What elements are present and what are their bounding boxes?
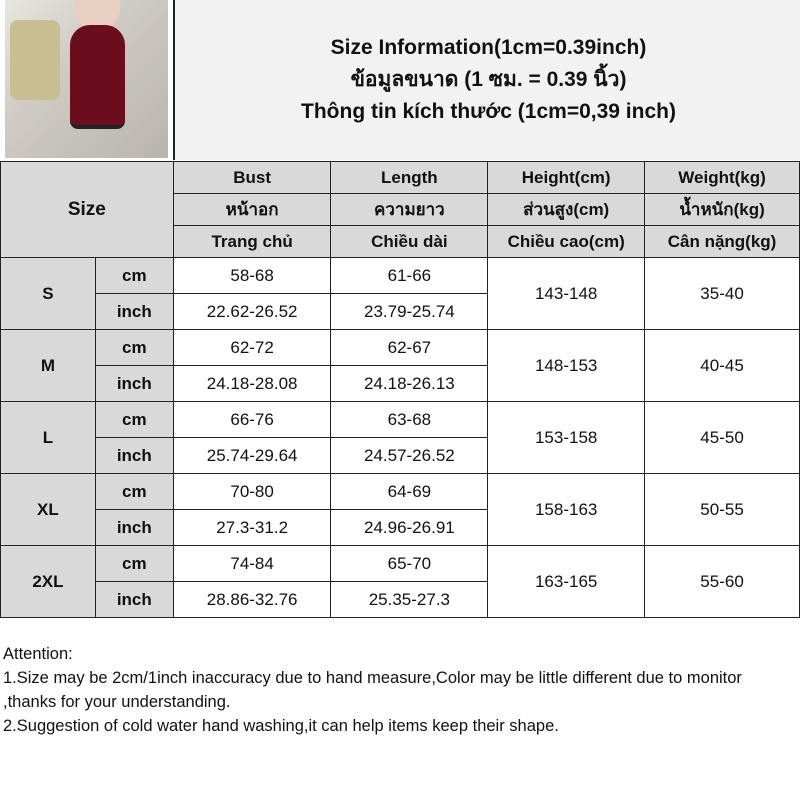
- header-vi-0: Trang chủ: [172, 225, 332, 258]
- unit-cm: cm: [94, 401, 174, 438]
- title-box: Size Information(1cm=0.39inch) ข้อมูลขนา…: [173, 0, 800, 160]
- bust-inch: 27.3-31.2: [172, 509, 332, 546]
- header-vi-1: Chiều dài: [330, 225, 489, 258]
- product-photo: [5, 0, 168, 158]
- length-inch: 24.18-26.13: [330, 365, 489, 402]
- bust-cm: 74-84: [172, 545, 332, 582]
- unit-cm: cm: [94, 257, 174, 294]
- size-label: L: [0, 401, 96, 474]
- weight: 35-40: [644, 257, 800, 330]
- table-row: inch 28.86-32.76 25.35-27.3: [1, 581, 800, 618]
- bust-cm: 66-76: [172, 401, 332, 438]
- weight: 55-60: [644, 545, 800, 618]
- length-cm: 65-70: [330, 545, 489, 582]
- height: 148-153: [487, 329, 646, 402]
- size-label: XL: [0, 473, 96, 546]
- bust-cm: 58-68: [172, 257, 332, 294]
- table-row: inch 24.18-28.08 24.18-26.13: [1, 365, 800, 402]
- length-cm: 62-67: [330, 329, 489, 366]
- header-en-1: Length: [330, 161, 489, 194]
- height: 163-165: [487, 545, 646, 618]
- notes-heading: Attention:: [3, 645, 73, 663]
- table-row: XL cm 70-80 64-69 158-163 50-55: [0, 473, 800, 546]
- bust-cm: 62-72: [172, 329, 332, 366]
- length-inch: 24.57-26.52: [330, 437, 489, 474]
- length-cm: 64-69: [330, 473, 489, 510]
- header-th-3: น้ำหนัก(kg): [644, 193, 800, 226]
- header-en-3: Weight(kg): [644, 161, 800, 194]
- unit-inch: inch: [94, 581, 174, 618]
- title-vi: Thông tin kích thước (1cm=0,39 inch): [301, 100, 676, 123]
- bust-inch: 22.62-26.52: [172, 293, 332, 330]
- length-inch: 25.35-27.3: [330, 581, 489, 618]
- bust-inch: 28.86-32.76: [172, 581, 332, 618]
- header-en-0: Bust: [172, 161, 332, 194]
- height: 153-158: [487, 401, 646, 474]
- bust-cm: 70-80: [172, 473, 332, 510]
- table-row: inch 27.3-31.2 24.96-26.91: [1, 509, 800, 546]
- unit-inch: inch: [94, 293, 174, 330]
- height: 158-163: [487, 473, 646, 546]
- weight: 45-50: [644, 401, 800, 474]
- length-cm: 61-66: [330, 257, 489, 294]
- header-vi-3: Cân nặng(kg): [644, 225, 800, 258]
- notes: Attention: 1.Size may be 2cm/1inch inacc…: [3, 642, 798, 738]
- height: 143-148: [487, 257, 646, 330]
- table-row: inch 22.62-26.52 23.79-25.74: [1, 293, 800, 330]
- header-vi-2: Chiều cao(cm): [487, 225, 646, 258]
- unit-cm: cm: [94, 473, 174, 510]
- size-label: 2XL: [0, 545, 96, 618]
- size-header: Size: [0, 161, 174, 258]
- bust-inch: 24.18-28.08: [172, 365, 332, 402]
- size-table: Size Bust Length Height(cm) Weight(kg) หน้า…: [0, 161, 800, 618]
- title-th: ข้อมูลขนาด (1 ซม. = 0.39 นิ้ว): [350, 68, 627, 91]
- header-th-0: หน้าอก: [172, 193, 332, 226]
- weight: 40-45: [644, 329, 800, 402]
- length-cm: 63-68: [330, 401, 489, 438]
- size-label: S: [0, 257, 96, 330]
- unit-inch: inch: [94, 509, 174, 546]
- note-1: 1.Size may be 2cm/1inch inaccuracy due t…: [3, 669, 742, 711]
- title-en: Size Information(1cm=0.39inch): [330, 36, 647, 59]
- weight: 50-55: [644, 473, 800, 546]
- header-th-1: ความยาว: [330, 193, 489, 226]
- table-row: 2XL cm 74-84 65-70 163-165 55-60: [0, 545, 800, 618]
- table-row: inch 25.74-29.64 24.57-26.52: [1, 437, 800, 474]
- unit-cm: cm: [94, 545, 174, 582]
- header-th-2: ส่วนสูง(cm): [487, 193, 646, 226]
- bust-inch: 25.74-29.64: [172, 437, 332, 474]
- header-en-2: Height(cm): [487, 161, 646, 194]
- length-inch: 23.79-25.74: [330, 293, 489, 330]
- length-inch: 24.96-26.91: [330, 509, 489, 546]
- unit-inch: inch: [94, 437, 174, 474]
- unit-inch: inch: [94, 365, 174, 402]
- unit-cm: cm: [94, 329, 174, 366]
- note-2: 2.Suggestion of cold water hand washing,…: [3, 717, 559, 735]
- size-label: M: [0, 329, 96, 402]
